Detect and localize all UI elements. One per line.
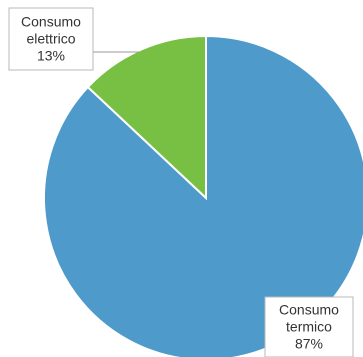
data-label-category-line: elettrico [26, 31, 75, 47]
pie-slices [43, 34, 363, 357]
data-label-value: 87% [295, 336, 323, 352]
data-label-value: 13% [37, 48, 65, 64]
pie-slice-consumo-elettrico [86, 34, 207, 201]
data-label-box [8, 7, 94, 71]
data-label-category-line: Consumo [21, 14, 81, 30]
data-label-category-line: termico [286, 319, 332, 335]
data-label-box [264, 296, 354, 357]
data-label-category-line: Consumo [279, 302, 339, 318]
